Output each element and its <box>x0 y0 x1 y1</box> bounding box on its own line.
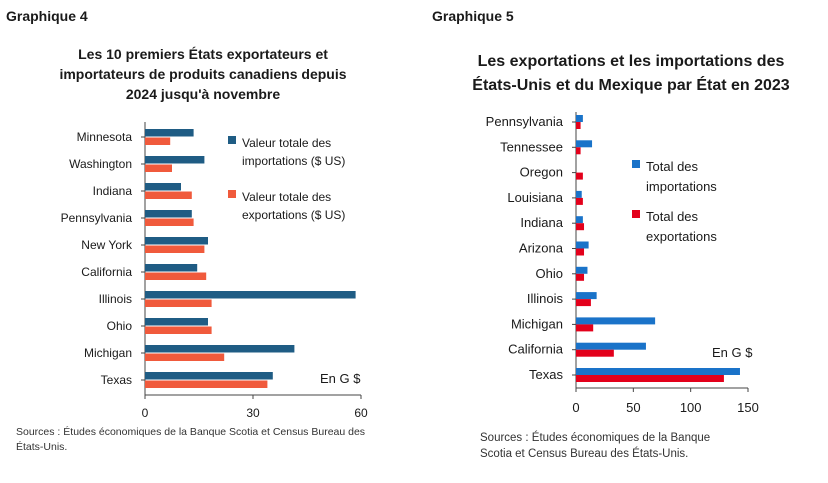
chart5-bar-imports <box>576 216 583 224</box>
chart4-sources-line: États-Unis. <box>16 441 68 453</box>
chart5-bar-exports <box>576 273 585 281</box>
chart4-category-label: Minnesota <box>77 130 133 144</box>
chart5-bar-imports <box>576 140 593 148</box>
chart4-bar-exports <box>145 218 194 226</box>
chart5-bar-exports <box>576 324 594 332</box>
chart5-category-label: Louisiana <box>507 190 563 205</box>
chart5-x-tick-label: 50 <box>626 400 640 415</box>
chart4-category-label: Pennsylvania <box>61 211 133 225</box>
chart5-bar-imports <box>576 241 589 249</box>
chart4-bar-exports <box>145 245 205 253</box>
chart4-sources-line: Sources : Études économiques de la Banqu… <box>16 426 366 438</box>
chart5-bar-imports <box>576 368 740 375</box>
chart5-bar-imports <box>576 190 582 198</box>
chart4-category-label: Illinois <box>99 292 132 306</box>
chart4-category-label: Michigan <box>84 346 132 360</box>
chart5-category-label: Ohio <box>536 266 563 281</box>
chart4-title: Les 10 premiers États exportateurs et im… <box>50 44 356 104</box>
chart5-bar-exports <box>576 147 581 155</box>
chart5-sources-line: Scotia et Census Bureau des États-Unis. <box>480 448 689 460</box>
chart4-category-label: Ohio <box>107 319 133 333</box>
chart4-category-label: Washington <box>69 157 132 171</box>
chart5-panel-label: Graphique 5 <box>432 8 514 24</box>
chart4-unit-note: En G $ <box>320 371 361 386</box>
chart4-bar-imports <box>145 372 273 380</box>
chart4-panel-label: Graphique 4 <box>6 8 88 24</box>
chart5-sources: Sources : Études économiques de la Banqu… <box>480 430 780 462</box>
chart5-legend-label: exportations <box>646 229 717 244</box>
chart4-bar-exports <box>145 380 268 388</box>
chart4-bar-imports <box>145 156 205 164</box>
chart4-bar-exports <box>145 272 207 280</box>
chart5-legend-label: Total des <box>646 209 699 224</box>
chart5-x-tick-label: 150 <box>737 400 759 415</box>
chart4-bar-exports <box>145 299 212 307</box>
chart4-bar-exports <box>145 164 172 172</box>
chart5-title-line: Les exportations et les importations des <box>477 53 785 70</box>
chart4-x-tick-label: 60 <box>354 406 368 420</box>
chart4-bar-exports <box>145 326 212 334</box>
chart5-x-tick-label: 0 <box>572 400 579 415</box>
chart4-category-label: California <box>81 265 132 279</box>
chart4-category-label: Texas <box>101 373 132 387</box>
chart5-category-label: Tennessee <box>500 139 563 154</box>
chart5-bar-imports <box>576 115 583 122</box>
chart5-bar-exports <box>576 223 585 231</box>
chart5-category-label: Pennsylvania <box>486 114 564 129</box>
chart5-bar-exports <box>576 248 585 256</box>
chart5-category-label: California <box>508 342 564 357</box>
chart4-category-label: New York <box>81 238 133 252</box>
chart4-legend-swatch <box>228 136 236 144</box>
chart5-bar-imports <box>576 292 597 300</box>
chart4-title-line: Les 10 premiers États exportateurs et <box>78 46 328 62</box>
chart5-legend-label: importations <box>646 179 717 194</box>
chart5-bar-imports <box>576 342 646 350</box>
chart5-bar-imports <box>576 317 656 325</box>
chart5-legend-swatch <box>632 210 640 218</box>
chart5-category-label: Indiana <box>520 215 563 230</box>
chart4-bar-imports <box>145 210 192 218</box>
chart4-sources: Sources : Études économiques de la Banqu… <box>16 425 396 455</box>
chart4-bar-imports <box>145 237 208 245</box>
chart5-bar-exports <box>576 349 614 357</box>
chart5-title-line: États-Unis et du Mexique par État en 202… <box>472 77 790 94</box>
chart5-bar-exports <box>576 299 591 307</box>
chart4-title-line: 2024 jusqu'à novembre <box>125 86 281 102</box>
chart5-sources-line: Sources : Études économiques de la Banqu… <box>480 432 711 444</box>
chart4-x-tick-label: 0 <box>142 406 149 420</box>
chart5-bar-exports <box>576 375 724 382</box>
chart5-category-label: Illinois <box>527 291 564 306</box>
chart4-bar-exports <box>145 353 225 361</box>
chart5-bar-exports <box>576 172 583 180</box>
chart5-title: Les exportations et les importations des… <box>446 50 816 98</box>
chart4-legend-label: Valeur totale des <box>242 136 331 150</box>
chart5-category-label: Michigan <box>511 316 563 331</box>
chart5-unit-note: En G $ <box>712 345 753 360</box>
chart4-legend-label: exportations ($ US) <box>242 208 345 222</box>
chart5-legend-swatch <box>632 160 640 168</box>
chart4-legend-swatch <box>228 190 236 198</box>
chart4-bar-exports <box>145 137 171 145</box>
chart4-bar-exports <box>145 191 192 199</box>
chart4-bar-imports <box>145 318 208 326</box>
chart4-bar-imports <box>145 129 194 137</box>
chart4-bar-imports <box>145 291 356 299</box>
chart5-category-label: Arizona <box>519 241 564 256</box>
chart5-bar-exports <box>576 122 581 129</box>
chart5-category-label: Texas <box>529 367 563 382</box>
chart4-bar-imports <box>145 264 198 272</box>
chart5-bar-imports <box>576 266 588 274</box>
chart4-title-line: importateurs de produits canadiens depui… <box>59 66 347 82</box>
chart5-x-tick-label: 100 <box>680 400 702 415</box>
chart4-bar-imports <box>145 183 181 191</box>
chart4-legend-label: importations ($ US) <box>242 154 345 168</box>
chart4-category-label: Indiana <box>93 184 133 198</box>
chart4-bar-imports <box>145 345 295 353</box>
chart5-bar-exports <box>576 197 583 205</box>
chart5-legend-label: Total des <box>646 159 699 174</box>
chart5-category-label: Oregon <box>520 165 563 180</box>
chart4-x-tick-label: 30 <box>246 406 260 420</box>
chart4-legend-label: Valeur totale des <box>242 190 331 204</box>
